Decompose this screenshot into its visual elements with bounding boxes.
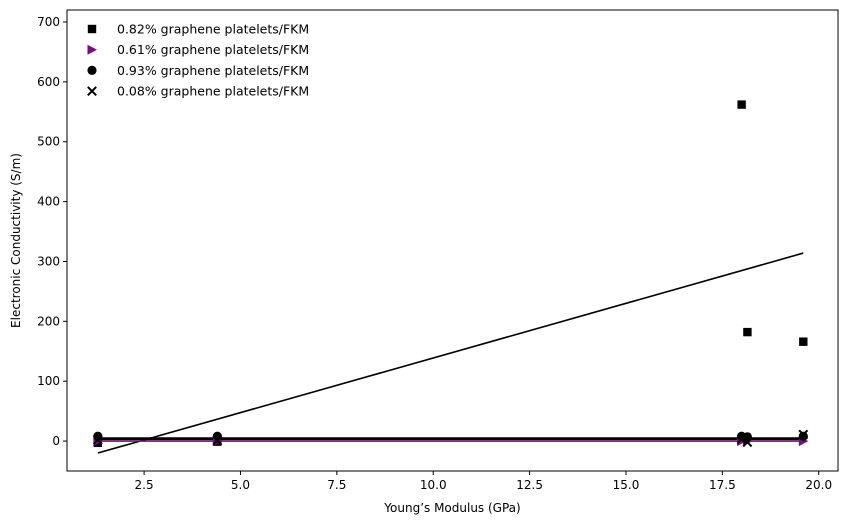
legend: 0.82% graphene platelets/FKM 0.61% graphe…	[87, 22, 309, 99]
y-tick-label: 600	[37, 75, 60, 89]
legend-item: 0.82% graphene platelets/FKM	[87, 22, 309, 37]
y-axis-label: Electronic Conductivity (S/m)	[9, 153, 23, 328]
y-tick-label: 300	[37, 254, 60, 268]
y-tick-label: 0	[52, 434, 60, 448]
data-point	[798, 431, 808, 441]
x-axis-label: Young’s Modulus (GPa)	[383, 501, 520, 515]
legend-marker	[87, 24, 97, 34]
data-point	[212, 435, 223, 446]
x-tick-label: 15.0	[613, 478, 640, 492]
legend-item: 0.08% graphene platelets/FKM	[87, 84, 309, 99]
legend-item: 0.93% graphene platelets/FKM	[87, 63, 309, 78]
legend-label: 0.08% graphene platelets/FKM	[117, 84, 309, 99]
legend-marker	[87, 44, 97, 55]
y-axis-ticks: 0 100 200 300 400 500 600 700	[37, 15, 67, 448]
x-tick-label: 5.0	[231, 478, 250, 492]
x-tick-label: 20.0	[805, 478, 832, 492]
x-axis-ticks: 2.5 5.0 7.5 10.0 12.5 15.0 17.5 20.0	[135, 471, 832, 492]
data-point	[736, 434, 747, 445]
data-point	[743, 327, 752, 337]
x-tick-label: 12.5	[516, 478, 543, 492]
data-point	[742, 437, 753, 448]
y-tick-label: 100	[37, 374, 60, 388]
x-tick-label: 2.5	[135, 478, 154, 492]
legend-label: 0.93% graphene platelets/FKM	[117, 63, 309, 78]
data-point	[799, 337, 808, 346]
x-tick-label: 7.5	[327, 478, 346, 492]
x-tick-label: 17.5	[709, 478, 736, 492]
plot-frame	[66, 9, 839, 472]
data-markers	[92, 100, 809, 448]
series-group	[93, 100, 808, 448]
y-tick-label: 500	[37, 135, 60, 149]
series-group	[92, 429, 809, 448]
data-point	[737, 100, 746, 109]
y-tick-label: 700	[37, 15, 60, 29]
legend-marker	[87, 65, 97, 75]
x-tick-label: 10.0	[420, 478, 447, 492]
fit-line	[97, 252, 804, 454]
legend-label: 0.82% graphene platelets/FKM	[117, 22, 309, 37]
legend-label: 0.61% graphene platelets/FKM	[117, 42, 309, 57]
y-tick-label: 200	[37, 314, 60, 328]
legend-marker	[87, 86, 97, 97]
y-tick-label: 400	[37, 195, 60, 209]
fit-lines	[97, 252, 804, 454]
legend-item: 0.61% graphene platelets/FKM	[87, 42, 309, 57]
data-point	[798, 429, 809, 440]
data-point	[92, 434, 103, 445]
